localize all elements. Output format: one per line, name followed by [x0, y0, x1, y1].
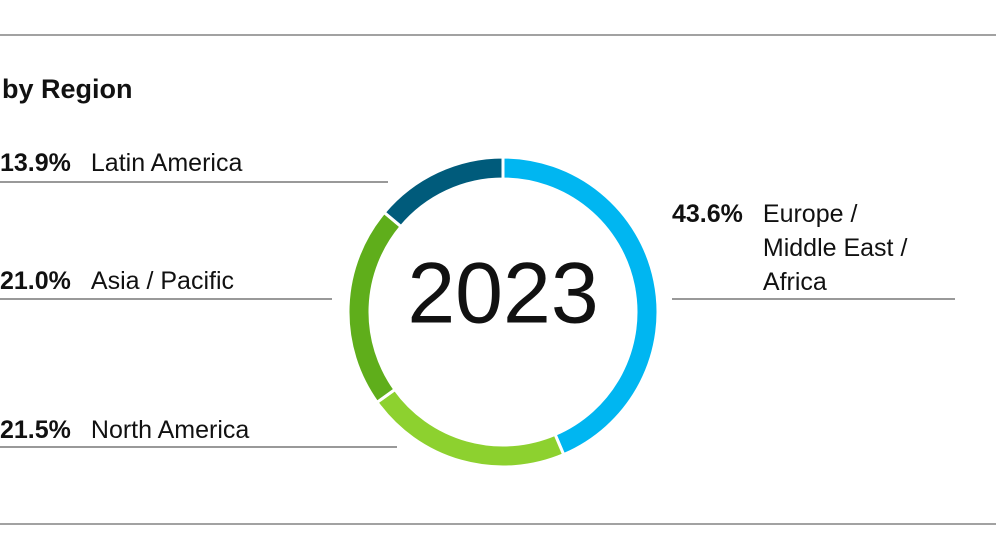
- category-label: North America: [90, 416, 250, 444]
- category-label: Asia / Pacific: [90, 267, 234, 295]
- category-label: Europe / Middle East / Africa: [762, 200, 908, 296]
- region-label: 21.0% Asia / Pacific: [0, 264, 400, 298]
- value-label: 21.5%: [0, 416, 71, 444]
- donut-segment: [374, 387, 566, 469]
- region-label: 43.6% Europe / Middle East / Africa: [672, 197, 972, 299]
- chart-title: by Region: [2, 74, 133, 104]
- value-label: 21.0%: [0, 267, 71, 295]
- category-label: Latin America: [90, 149, 243, 177]
- region-label: 21.5% North America: [0, 413, 400, 447]
- donut-segment: [346, 210, 404, 405]
- center-label: 2023: [407, 246, 598, 342]
- region-label: 13.9% Latin America: [0, 146, 400, 180]
- donut-segment: [382, 155, 505, 229]
- value-label: 13.9%: [0, 149, 71, 177]
- value-label: 43.6%: [672, 200, 743, 228]
